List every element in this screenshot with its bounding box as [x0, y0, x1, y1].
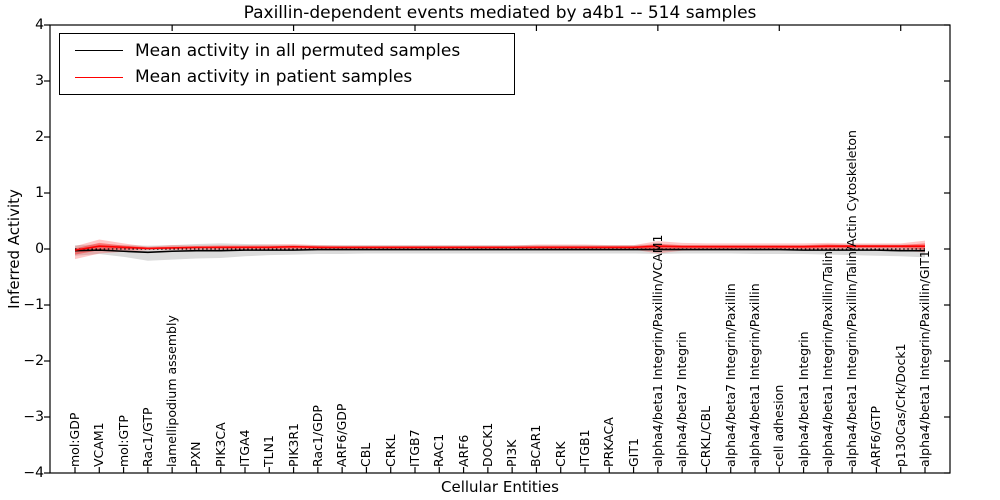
legend-label-patient: Mean activity in patient samples — [135, 67, 413, 88]
x-tick-label: mol:GTP — [115, 415, 131, 467]
y-tick-label: 2 — [35, 129, 44, 145]
x-tick-label: Rac1/GTP — [139, 407, 155, 467]
x-tick-label: Rac1/GDP — [309, 405, 325, 467]
x-tick-label: CRKL — [382, 434, 398, 467]
x-tick-label: RAC1 — [431, 433, 447, 467]
x-tick-label: VCAM1 — [91, 422, 107, 467]
x-tick-label: ITGB7 — [407, 429, 422, 467]
x-tick-label: mol:GDP — [67, 412, 82, 467]
x-tick-label: alpha4/beta1 Integrin/Paxillin/GIT1 — [917, 250, 932, 467]
x-tick-label: cell adhesion — [771, 384, 787, 467]
y-tick-label: 0 — [35, 241, 44, 257]
x-tick-label: TLN1 — [261, 435, 277, 467]
x-tick-label: lamellipodium assembly — [164, 315, 180, 467]
patient-range-band-inner — [75, 242, 925, 255]
x-tick-label: ARF6 — [455, 434, 471, 467]
y-tick-label: −1 — [23, 297, 44, 313]
x-tick-label: CBL — [358, 442, 374, 467]
x-tick-label: GIT1 — [625, 438, 641, 467]
x-tick-label: CRK — [552, 441, 568, 467]
permuted-line-swatch — [75, 50, 123, 52]
x-tick-label: BCAR1 — [528, 424, 544, 467]
x-tick-label: ITGA4 — [237, 429, 252, 467]
x-tick-label: alpha4/beta1 Integrin/Paxillin/VCAM1 — [649, 234, 665, 467]
y-tick-label: −3 — [23, 409, 44, 425]
patient-mean-line — [74, 245, 925, 251]
x-tick-label: ARF6/GTP — [868, 405, 884, 467]
patient-line-swatch — [75, 76, 123, 78]
x-tick-label: PI3K — [504, 439, 520, 467]
x-tick-label: alpha4/beta1 Integrin/Paxillin — [747, 283, 762, 467]
y-tick-label: 4 — [35, 17, 44, 33]
x-tick-label: PXN — [188, 441, 204, 467]
legend-label-permuted: Mean activity in all permuted samples — [135, 40, 461, 61]
legend-entry-permuted: Mean activity in all permuted samples — [60, 41, 514, 61]
chart-title: Paxillin-dependent events mediated by a4… — [243, 3, 757, 23]
x-tick-label: alpha4/beta7 Integrin/Paxillin — [722, 283, 738, 467]
y-tick-label: −4 — [23, 465, 44, 481]
x-tick-label: PRKACA — [601, 417, 617, 467]
x-tick-label: alpha4/beta1 Integrin/Paxillin/Talin — [819, 251, 835, 467]
x-tick-label: ARF6/GDP — [334, 403, 350, 467]
x-tick-label: PIK3R1 — [285, 422, 301, 467]
x-tick-label: alpha4/beta1 Integrin/Paxillin/Talin/Act… — [844, 130, 860, 467]
y-tick-label: 3 — [35, 73, 44, 89]
x-axis-label: Cellular Entities — [441, 478, 559, 496]
x-tick-label: PIK3CA — [212, 422, 228, 467]
y-tick-label: −2 — [23, 353, 44, 369]
y-tick-label: 1 — [35, 185, 44, 201]
x-tick-label: alpha4/beta7 Integrin — [674, 331, 690, 467]
permuted-mean-line — [74, 248, 925, 254]
x-tick-label: ITGB1 — [577, 429, 592, 467]
permuted-range-band — [75, 243, 925, 261]
x-tick-label: alpha4/beta1 Integrin — [795, 331, 811, 467]
x-tick-label: CRKL/CBL — [698, 405, 714, 467]
legend-entry-patient: Mean activity in patient samples — [60, 67, 514, 87]
x-tick-label: p130Cas/Crk/Dock1 — [892, 343, 908, 467]
x-tick-label: DOCK1 — [479, 422, 495, 467]
legend: Mean activity in all permuted samples Me… — [59, 33, 515, 95]
